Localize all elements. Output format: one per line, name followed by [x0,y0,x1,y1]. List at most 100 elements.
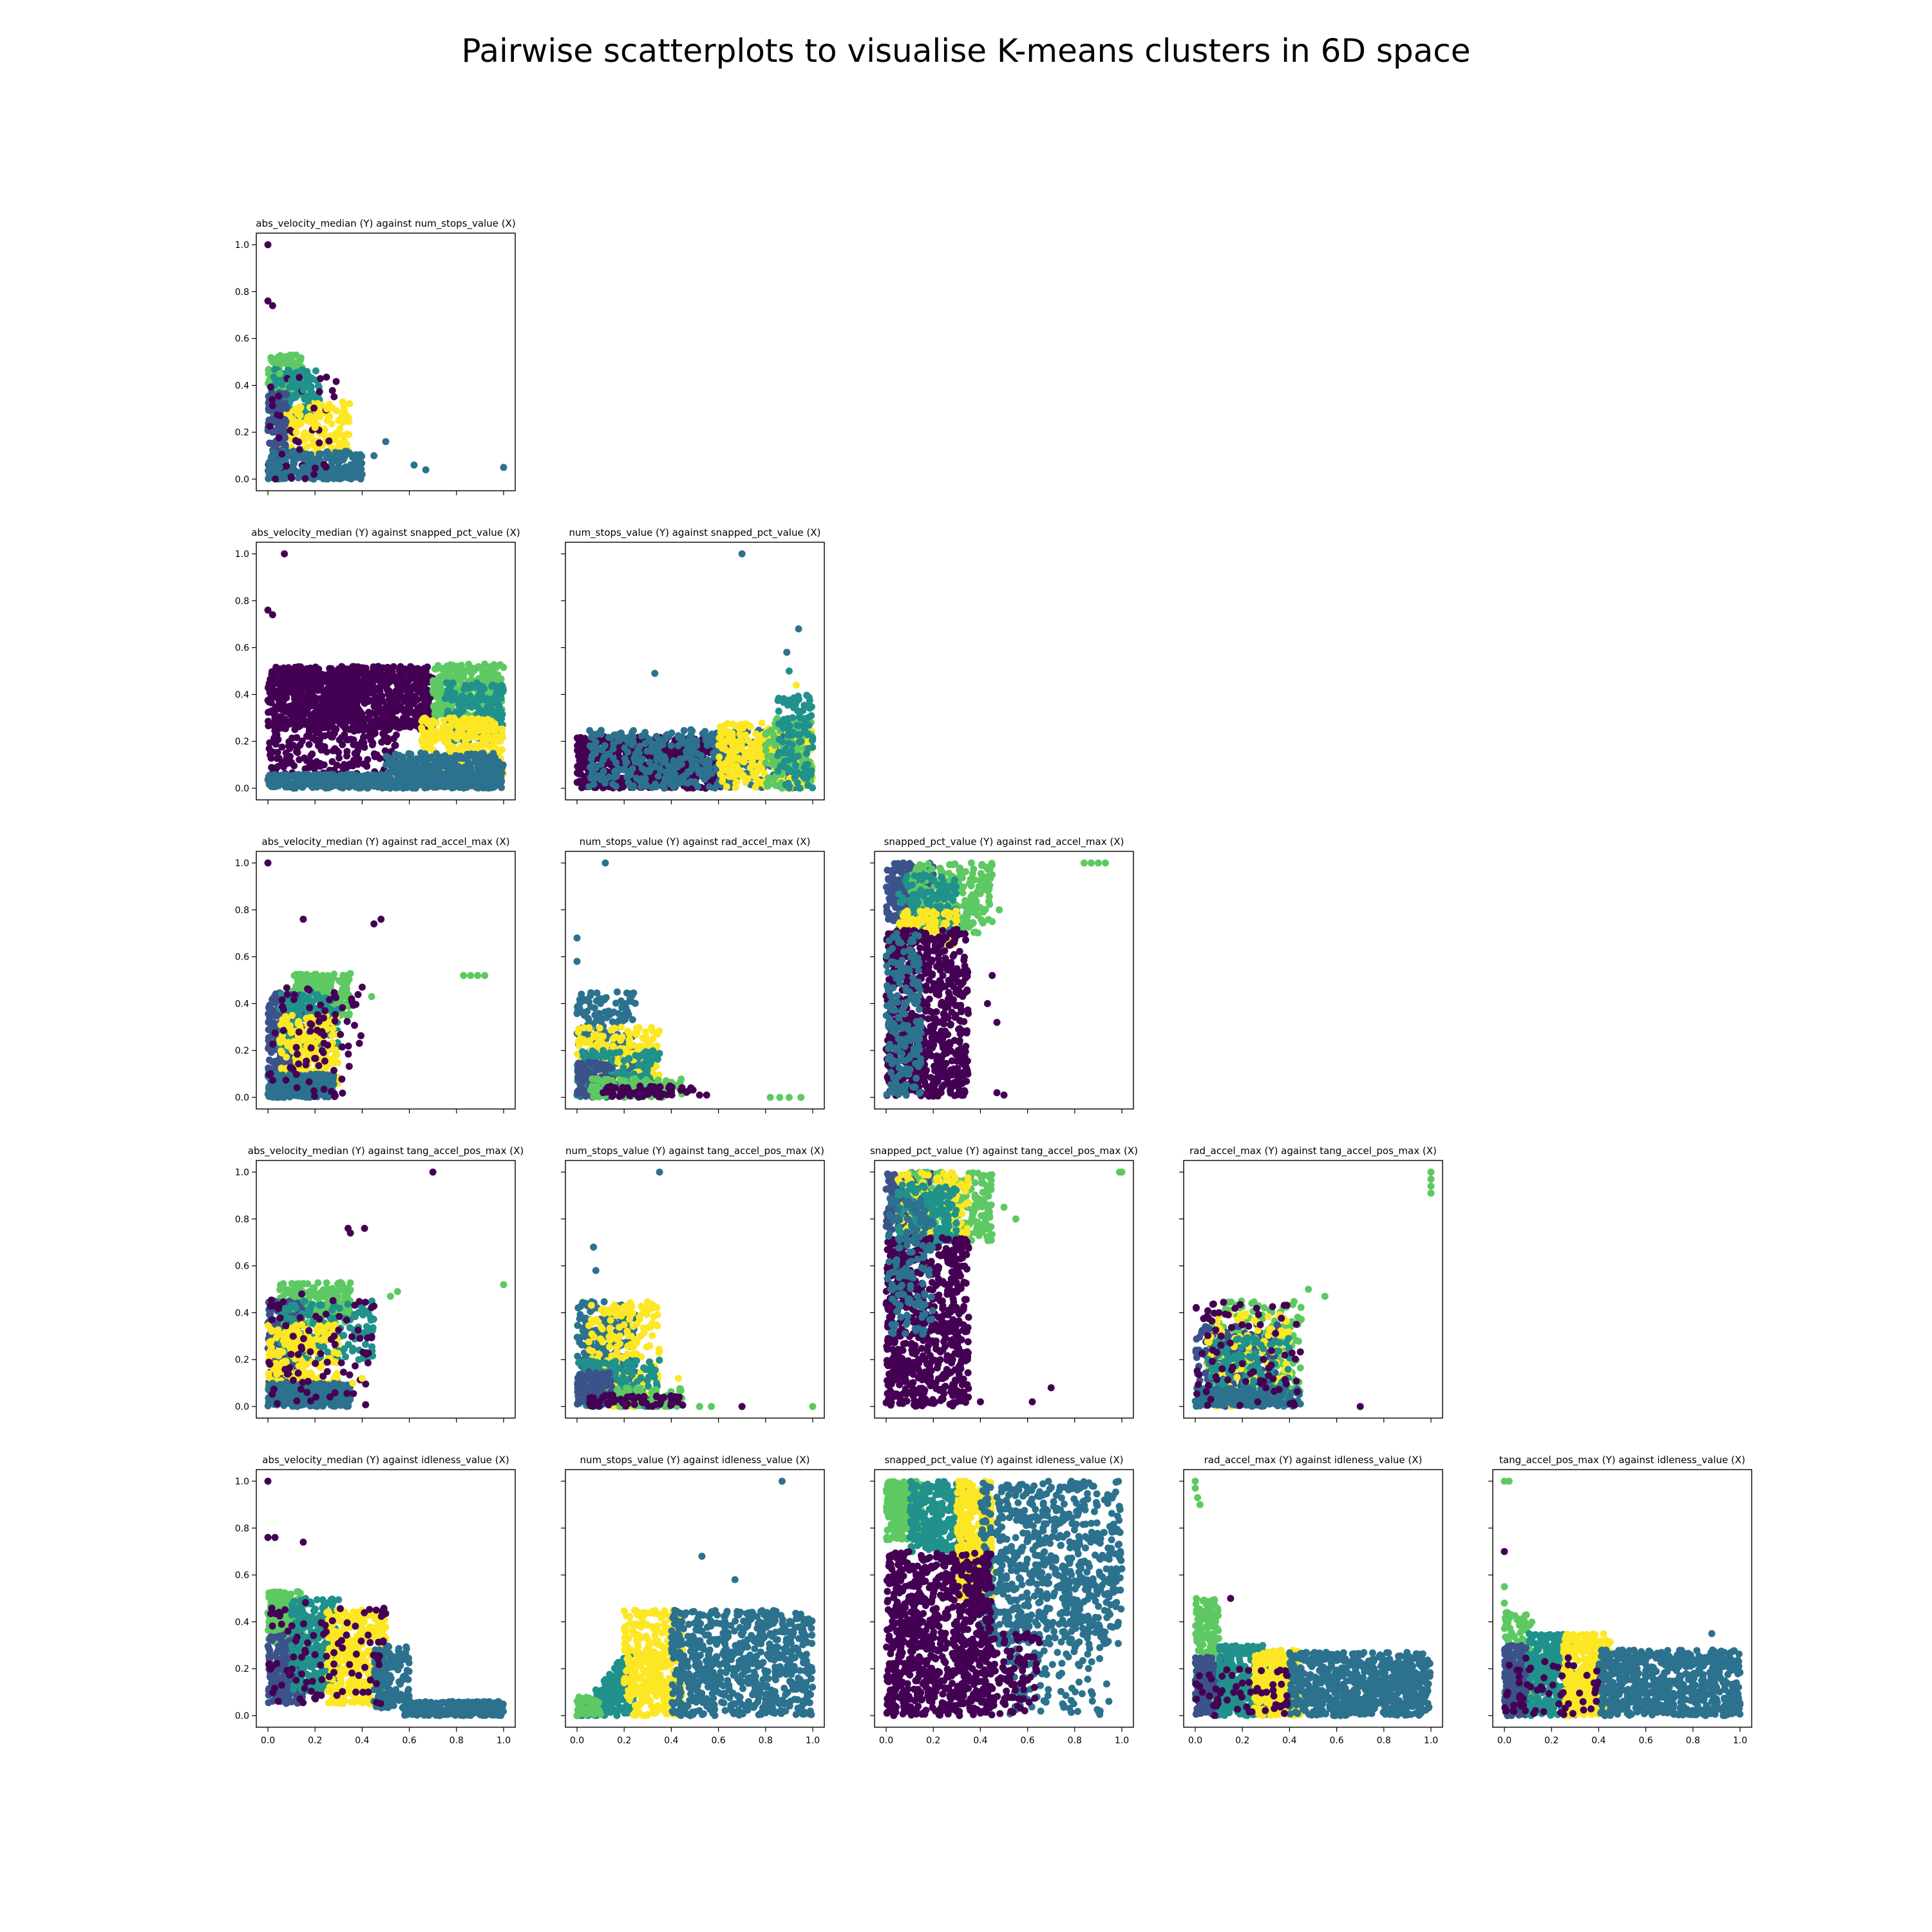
scatter-point [410,461,418,469]
scatter-point [346,400,354,408]
scatter-point [587,774,595,782]
scatter-point [443,679,451,687]
scatter-point [328,386,336,394]
scatter-point [405,762,413,770]
scatter-point [323,417,331,424]
scatter-point [279,759,287,766]
scatter-point [621,744,629,752]
scatter-point [312,699,319,706]
scatter-point [696,769,703,777]
scatter-point [702,736,710,744]
scatter-point [375,707,383,715]
scatter-point [267,383,274,391]
scatter-point [383,761,390,769]
scatter-point [364,755,372,763]
scatter-point [428,766,435,774]
scatter-point [585,783,593,791]
scatter-point [399,720,406,728]
scatter-point [610,740,618,748]
scatter-point [323,374,330,381]
scatter-point [471,742,479,750]
scatter-point [298,714,306,722]
scatter-point [704,756,712,764]
scatter-point [372,724,379,732]
scatter-point [440,716,448,724]
scatter-point [357,664,365,672]
scatter-point [299,386,307,394]
scatter-point [317,375,325,383]
scatter-point [273,731,281,739]
panel-2: num_stops_value (Y) against snapped_pct_… [561,527,825,804]
scatter-point [428,782,436,790]
scatter-point [269,428,276,436]
scatter-point [336,754,343,762]
scatter-point [413,766,421,773]
scatter-point [383,752,390,760]
scatter-point [382,680,390,688]
scatter-point [320,460,328,468]
scatter-point [265,773,272,781]
scatter-point [392,741,399,749]
scatter-point [271,419,279,426]
scatter-point [422,466,430,473]
scatter-point [649,740,657,748]
scatter-point [345,413,352,421]
scatter-point [327,701,334,709]
y-tick-label: 0.8 [235,287,249,298]
scatter-point [611,768,619,775]
points [264,550,507,792]
scatter-point [282,391,290,399]
scatter-point [312,367,319,375]
scatter-point [486,753,494,761]
scatter-point [444,707,452,715]
scatter-point [332,377,340,385]
panel-0: abs_velocity_median (Y) against num_stop… [235,218,516,495]
y-tick-label: 0.6 [235,643,249,654]
scatter-point [269,396,276,404]
scatter-point [296,412,304,419]
scatter-point [656,750,664,758]
scatter-point [389,766,397,773]
scatter-point [269,764,276,772]
scatter-point [307,375,314,383]
scatter-point [365,708,373,716]
scatter-point [294,454,302,462]
scatter-point [490,699,498,706]
scatter-point [272,377,280,384]
scatter-point [301,429,309,437]
scatter-point [488,735,495,743]
scatter-point [641,731,649,739]
scatter-point [323,405,330,413]
scatter-point [412,783,419,791]
scatter-point [321,743,328,750]
scatter-point [616,732,623,740]
scatter-point [625,779,632,786]
scatter-point [284,366,292,374]
scatter-point [473,734,480,741]
scatter-point [269,358,276,366]
scatter-point [746,723,754,731]
scatter-point [312,717,319,725]
scatter-point [329,747,337,755]
scatter-point [286,383,294,391]
scatter-point [384,772,392,780]
y-tick-label: 0.0 [235,475,249,485]
scatter-point [312,677,320,685]
scatter-point [309,441,317,449]
scatter-point [376,717,384,724]
scatter-point [670,782,678,790]
scatter-point [276,370,283,377]
scatter-point [311,393,319,401]
panel-1: abs_velocity_median (Y) against snapped_… [235,527,520,804]
scatter-point [688,741,696,748]
scatter-point [286,679,294,687]
scatter-point [497,694,505,702]
scatter-point [301,475,309,482]
scatter-point [265,721,273,729]
scatter-point [478,772,486,779]
scatter-point [290,717,298,725]
scatter-point [462,783,469,791]
scatter-point [464,744,471,752]
scatter-point [319,475,327,482]
scatter-point [265,366,272,374]
